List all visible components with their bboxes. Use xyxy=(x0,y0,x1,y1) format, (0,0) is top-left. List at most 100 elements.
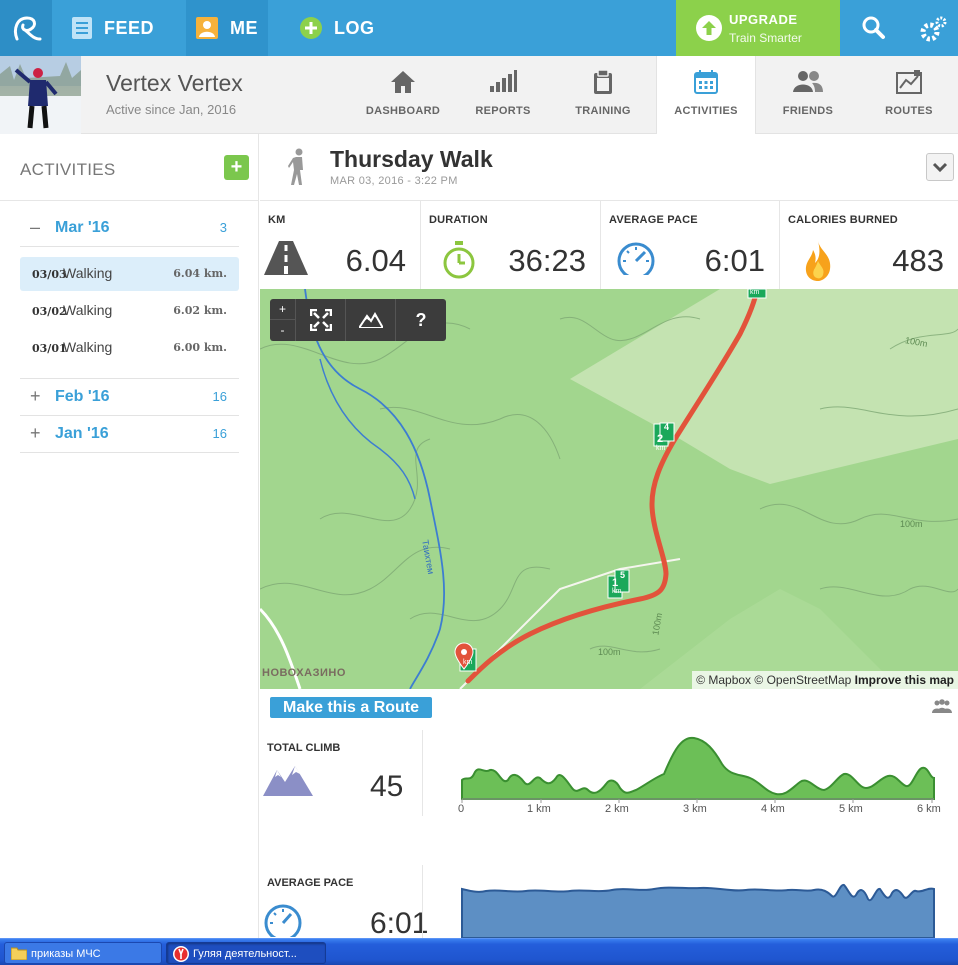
zoom-controls: + - xyxy=(270,299,296,341)
activity-distance: 6.04 km. xyxy=(173,267,227,280)
month-label: Feb '16 xyxy=(55,388,110,405)
activity-date: 03/02 xyxy=(32,305,67,318)
osm-attribution-link[interactable]: © OpenStreetMap xyxy=(754,673,852,687)
terrain-toggle-button[interactable] xyxy=(346,299,396,341)
stat-value: 483 xyxy=(892,243,944,278)
make-route-button[interactable]: Make this a Route xyxy=(270,697,433,718)
tab-routes[interactable]: ROUTES xyxy=(859,56,958,134)
sidebar-title: ACTIVITIES xyxy=(20,160,116,179)
route-map-icon xyxy=(896,70,922,94)
tab-label: TRAINING xyxy=(575,105,631,117)
km-marker-label: 2 xyxy=(657,433,664,445)
activity-item[interactable]: 03/02 Walking 6.02 km. xyxy=(20,294,239,328)
avatar-photo xyxy=(0,56,81,134)
collapse-toggle[interactable]: – xyxy=(30,217,41,237)
activity-item[interactable]: 03/01 Walking 6.00 km. xyxy=(20,331,239,365)
nav-feed[interactable]: FEED xyxy=(72,0,154,56)
stat-value: 36:23 xyxy=(508,243,586,278)
expand-toggle[interactable]: + xyxy=(30,386,41,406)
pace-label: AVERAGE PACE xyxy=(267,877,354,889)
speedometer-icon xyxy=(264,904,302,937)
nav-me[interactable]: ME xyxy=(186,0,268,56)
activity-options-dropdown[interactable] xyxy=(926,153,954,181)
nav-log[interactable]: LOG xyxy=(300,0,375,56)
mapbox-attribution-link[interactable]: © Mapbox xyxy=(696,673,752,687)
month-group-feb[interactable]: + Feb '16 16 xyxy=(20,379,239,416)
fullscreen-button[interactable] xyxy=(296,299,346,341)
contour-lines xyxy=(260,316,958,653)
climb-axis-tick: 5 km xyxy=(839,803,863,815)
map-canvas xyxy=(260,289,958,689)
stat-calories: CALORIES BURNED 483 xyxy=(780,201,958,289)
windows-taskbar: приказы МЧС Гуляя деятельност... xyxy=(0,938,958,965)
taskbar-item-browser[interactable]: Гуляя деятельност... xyxy=(166,942,326,964)
road-line xyxy=(459,558,681,689)
climb-axis-tick: 4 km xyxy=(761,803,785,815)
tab-label: ROUTES xyxy=(885,105,933,117)
month-label: Mar '16 xyxy=(55,219,110,236)
profile-bar: Vertex Vertex Active since Jan, 2016 DAS… xyxy=(0,56,958,135)
stat-value: 6:01 xyxy=(704,243,765,278)
settings-button[interactable] xyxy=(918,14,948,44)
activity-stats: KM 6.04 DURATION 36:23 AVERAGE PACE 6:01… xyxy=(260,201,958,289)
plus-circle-icon xyxy=(300,17,322,39)
zoom-in-button[interactable]: + xyxy=(270,299,295,320)
route-map[interactable]: НОВОХАЗИНО Таихтем 100m 100m 100m 100m 1… xyxy=(260,289,958,689)
avatar[interactable] xyxy=(0,56,81,134)
add-activity-button[interactable]: + xyxy=(224,155,249,180)
logo-icon xyxy=(13,16,42,41)
improve-map-link[interactable]: Improve this map xyxy=(854,673,954,687)
gear-icon xyxy=(920,16,947,42)
bar-chart-icon xyxy=(490,70,517,92)
taskbar-item-label: приказы МЧС xyxy=(31,948,101,960)
tab-label: ACTIVITIES xyxy=(674,105,738,117)
climb-axis-tick: 3 km xyxy=(683,803,707,815)
activity-item[interactable]: 03/03 Walking 6.04 km. xyxy=(20,257,239,291)
km-marker-label: 1 xyxy=(612,577,619,589)
tab-dashboard[interactable]: DASHBOARD xyxy=(353,56,453,134)
km-marker-unit: km xyxy=(612,588,622,595)
activity-date: 03/03 xyxy=(32,268,67,281)
tab-reports[interactable]: REPORTS xyxy=(453,56,553,134)
stat-distance: KM 6.04 xyxy=(260,201,421,289)
chevron-down-icon xyxy=(932,162,948,173)
month-count: 16 xyxy=(212,389,227,404)
stat-duration: DURATION 36:23 xyxy=(421,201,601,289)
expand-toggle[interactable]: + xyxy=(30,423,41,443)
group-icon[interactable] xyxy=(932,699,952,713)
activity-type: Walking xyxy=(63,339,113,355)
month-group-jan[interactable]: + Jan '16 16 xyxy=(20,416,239,453)
top-nav-bar: FEED ME LOG UPGRADE Train Smarter xyxy=(0,0,958,56)
runkeeper-logo[interactable] xyxy=(0,0,52,56)
flame-icon xyxy=(805,241,831,281)
map-controls: + - ? xyxy=(270,299,446,341)
divider xyxy=(422,730,423,816)
taskbar-item-folder[interactable]: приказы МЧС xyxy=(4,942,162,964)
month-group-mar[interactable]: – Mar '16 3 xyxy=(20,210,239,247)
tab-activities[interactable]: ACTIVITIES xyxy=(656,56,756,135)
calendar-icon xyxy=(694,70,718,94)
zoom-out-button[interactable]: - xyxy=(280,323,285,337)
road-icon xyxy=(264,241,308,275)
tab-training[interactable]: TRAINING xyxy=(553,56,653,134)
search-button[interactable] xyxy=(860,14,888,42)
start-pin-icon xyxy=(454,642,474,670)
map-help-button[interactable]: ? xyxy=(415,309,427,330)
month-label: Jan '16 xyxy=(55,425,109,442)
stat-label: KM xyxy=(268,214,286,226)
route-bar: Make this a Route xyxy=(260,689,958,725)
month-count: 3 xyxy=(219,220,227,235)
total-climb-section: TOTAL CLIMB 45 0 1 km 2 km 3 km 4 km 5 k… xyxy=(260,730,958,820)
climb-axis-tick: 0 xyxy=(458,803,465,815)
pace-value: 6:01 xyxy=(370,907,429,940)
tab-friends[interactable]: FRIENDS xyxy=(758,56,858,134)
clipboard-icon xyxy=(594,70,612,94)
nav-me-label: ME xyxy=(230,17,258,38)
user-icon xyxy=(196,17,218,39)
walking-person-icon xyxy=(288,148,303,185)
upgrade-button[interactable]: UPGRADE Train Smarter xyxy=(676,0,840,56)
map-attribution: © Mapbox © OpenStreetMap Improve this ma… xyxy=(692,671,958,689)
nav-feed-label: FEED xyxy=(104,17,155,38)
upgrade-title: UPGRADE xyxy=(729,12,798,27)
climb-label: TOTAL CLIMB xyxy=(267,742,341,754)
